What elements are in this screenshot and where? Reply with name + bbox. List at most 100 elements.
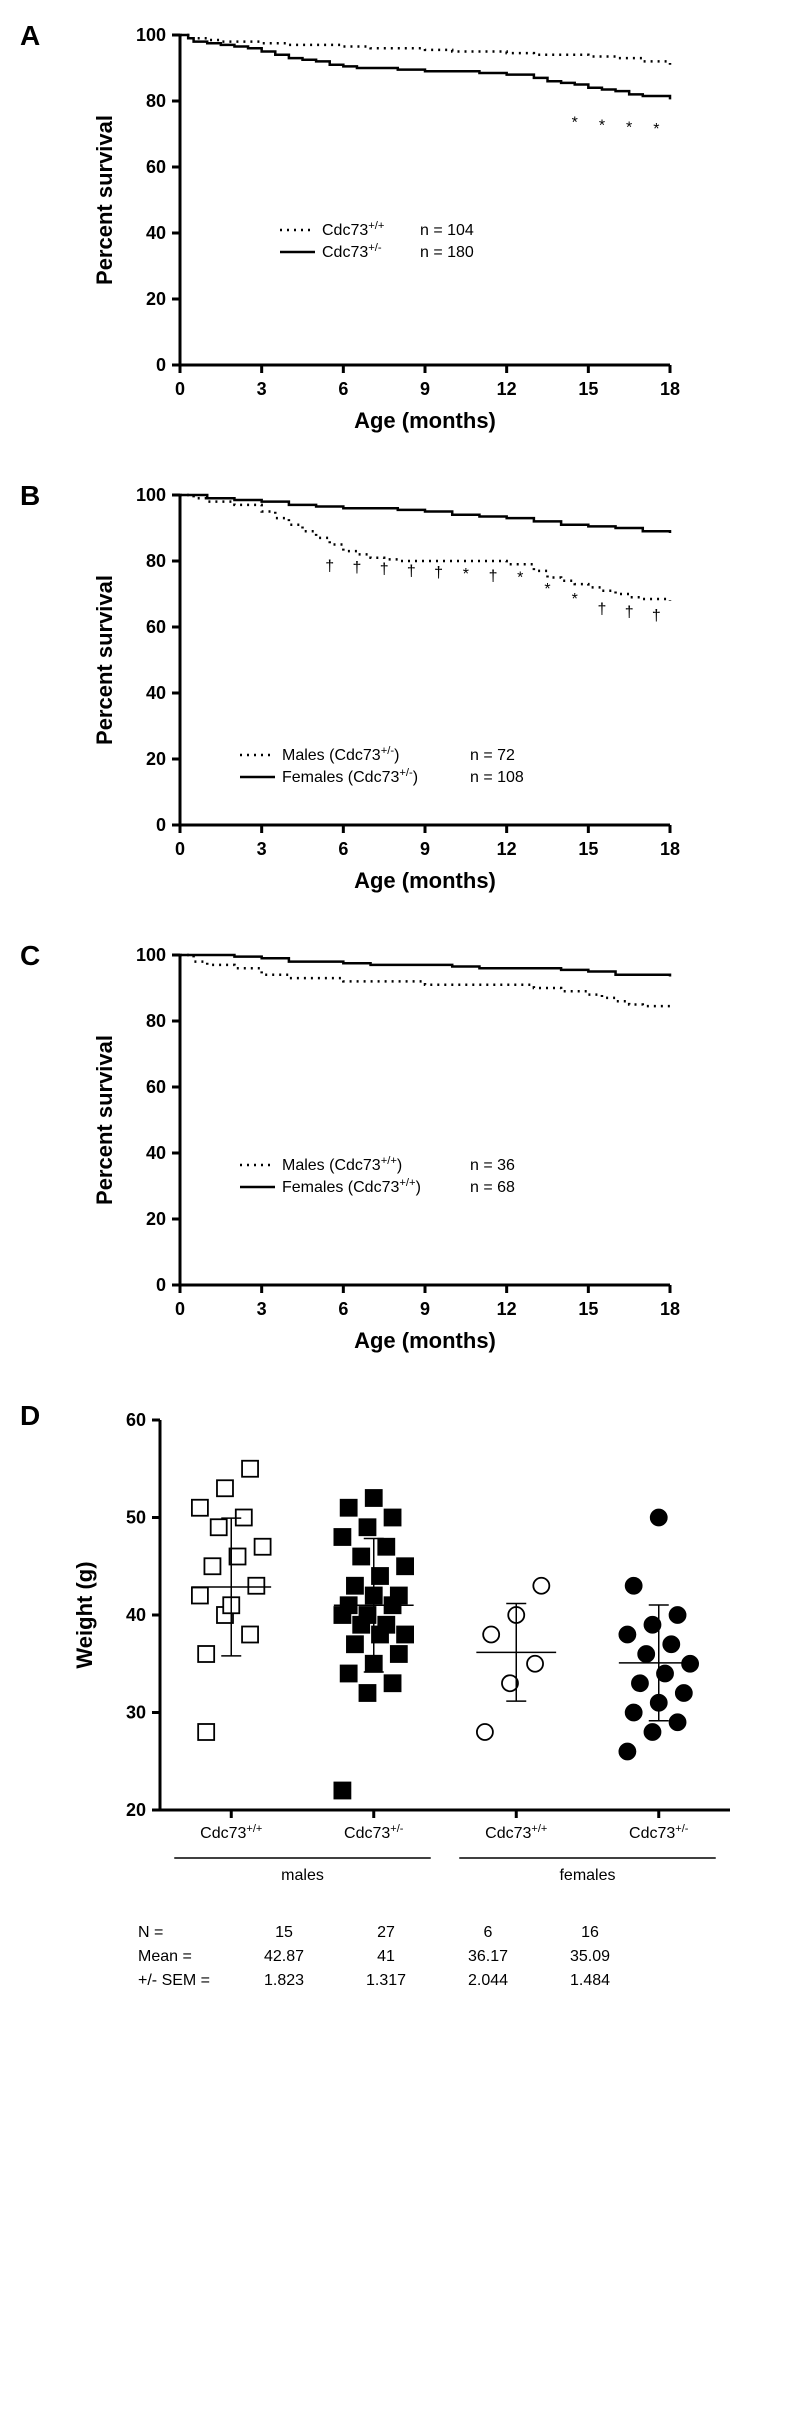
svg-text:12: 12 — [497, 379, 517, 399]
svg-text:6: 6 — [338, 839, 348, 859]
panel-a-chart: 0 3 6 9 12 15 18 0 20 40 60 80 100 Age (months) Percen… — [90, 20, 690, 440]
stats-value: 15 — [234, 1922, 334, 1944]
svg-text:*: * — [572, 591, 578, 608]
svg-text:Age (months): Age (months) — [354, 408, 496, 433]
stats-value: 35.09 — [540, 1946, 640, 1968]
svg-text:40: 40 — [126, 1605, 146, 1625]
svg-text:12: 12 — [497, 1299, 517, 1319]
stats-value: 2.044 — [438, 1970, 538, 1992]
svg-text:0: 0 — [156, 355, 166, 375]
svg-text:*: * — [463, 566, 469, 583]
svg-text:20: 20 — [146, 749, 166, 769]
svg-text:†: † — [597, 601, 606, 618]
svg-text:Percent survival: Percent survival — [92, 575, 117, 745]
svg-text:3: 3 — [257, 379, 267, 399]
svg-text:20: 20 — [146, 289, 166, 309]
svg-text:60: 60 — [146, 157, 166, 177]
svg-text:†: † — [352, 560, 361, 577]
svg-text:30: 30 — [126, 1703, 146, 1723]
svg-text:18: 18 — [660, 1299, 680, 1319]
svg-text:40: 40 — [146, 683, 166, 703]
stats-label: Mean = — [132, 1946, 232, 1968]
svg-text:Cdc73+/-: Cdc73+/- — [344, 1823, 404, 1842]
svg-text:Weight (g): Weight (g) — [72, 1561, 97, 1668]
svg-text:*: * — [544, 581, 550, 598]
svg-text:12: 12 — [497, 839, 517, 859]
stats-row: Mean =42.874136.1735.09 — [132, 1946, 640, 1968]
panel-b-label: B — [20, 480, 40, 512]
svg-text:Females (Cdc73+/+): Females (Cdc73+/+) — [282, 1177, 421, 1196]
panel-d-stats: N =1527616Mean =42.874136.1735.09+/- SEM… — [70, 1920, 750, 1994]
svg-text:100: 100 — [136, 945, 166, 965]
stats-table: N =1527616Mean =42.874136.1735.09+/- SEM… — [130, 1920, 642, 1994]
survival-chart-a: 0 3 6 9 12 15 18 0 20 40 60 80 100 Age (months) Percen… — [90, 20, 690, 440]
stats-value: 41 — [336, 1946, 436, 1968]
svg-text:†: † — [625, 604, 634, 621]
stats-label: +/- SEM = — [132, 1970, 232, 1992]
svg-text:n = 104: n = 104 — [420, 222, 474, 239]
svg-text:100: 100 — [136, 485, 166, 505]
svg-text:Males (Cdc73+/+): Males (Cdc73+/+) — [282, 1155, 402, 1174]
svg-text:0: 0 — [156, 1275, 166, 1295]
svg-text:80: 80 — [146, 1011, 166, 1031]
stats-row: +/- SEM =1.8231.3172.0441.484 — [132, 1970, 640, 1992]
svg-text:18: 18 — [660, 839, 680, 859]
svg-text:Males (Cdc73+/-): Males (Cdc73+/-) — [282, 745, 399, 764]
svg-text:†: † — [434, 565, 443, 582]
svg-text:*: * — [572, 114, 578, 131]
svg-text:20: 20 — [146, 1209, 166, 1229]
svg-text:*: * — [653, 121, 659, 138]
svg-text:Females (Cdc73+/-): Females (Cdc73+/-) — [282, 767, 418, 786]
stats-value: 16 — [540, 1922, 640, 1944]
svg-text:9: 9 — [420, 1299, 430, 1319]
panel-a: A 0 3 6 9 12 15 18 0 20 40 60 80 100 Age (months) Perc… — [20, 20, 780, 440]
svg-text:60: 60 — [146, 617, 166, 637]
panel-c-chart: 0369121518020406080100Age (months)Percen… — [90, 940, 690, 1360]
panel-b: B 0369121518020406080100Age (months)Perc… — [20, 480, 780, 900]
svg-text:15: 15 — [578, 379, 598, 399]
svg-text:20: 20 — [126, 1800, 146, 1820]
svg-text:9: 9 — [420, 839, 430, 859]
svg-text:n = 36: n = 36 — [470, 1157, 515, 1174]
svg-text:3: 3 — [257, 839, 267, 859]
svg-text:†: † — [407, 563, 416, 580]
svg-text:Cdc73+/+: Cdc73+/+ — [200, 1823, 262, 1842]
panel-a-label: A — [20, 20, 40, 52]
panel-d: D 2030405060Weight (g)Cdc73+/+Cdc73+/-Cd… — [20, 1400, 780, 1994]
svg-text:40: 40 — [146, 1143, 166, 1163]
svg-text:18: 18 — [660, 379, 680, 399]
stats-value: 42.87 — [234, 1946, 334, 1968]
survival-chart-b: 0369121518020406080100Age (months)Percen… — [90, 480, 690, 900]
svg-text:males: males — [281, 1867, 324, 1884]
panel-c: C 0369121518020406080100Age (months)Perc… — [20, 940, 780, 1360]
svg-text:40: 40 — [146, 223, 166, 243]
svg-text:*: * — [517, 569, 523, 586]
svg-text:Cdc73+/-: Cdc73+/- — [322, 242, 382, 261]
survival-chart-c: 0369121518020406080100Age (months)Percen… — [90, 940, 690, 1360]
svg-text:Cdc73+/-: Cdc73+/- — [629, 1823, 689, 1842]
svg-text:9: 9 — [420, 379, 430, 399]
svg-text:100: 100 — [136, 25, 166, 45]
svg-text:0: 0 — [156, 815, 166, 835]
stats-value: 1.484 — [540, 1970, 640, 1992]
panel-c-label: C — [20, 940, 40, 972]
stats-value: 27 — [336, 1922, 436, 1944]
svg-text:n = 180: n = 180 — [420, 244, 474, 261]
svg-text:Percent survival: Percent survival — [92, 1035, 117, 1205]
stats-value: 1.317 — [336, 1970, 436, 1992]
svg-text:*: * — [626, 119, 632, 136]
svg-text:females: females — [559, 1867, 615, 1884]
svg-text:Percent survival: Percent survival — [92, 115, 117, 285]
svg-text:†: † — [325, 558, 334, 575]
svg-text:0: 0 — [175, 379, 185, 399]
svg-text:†: † — [489, 568, 498, 585]
svg-text:6: 6 — [338, 379, 348, 399]
svg-text:Age (months): Age (months) — [354, 868, 496, 893]
svg-text:*: * — [599, 118, 605, 135]
panel-d-label: D — [20, 1400, 40, 1432]
svg-text:n = 68: n = 68 — [470, 1179, 515, 1196]
svg-text:80: 80 — [146, 551, 166, 571]
svg-text:80: 80 — [146, 91, 166, 111]
svg-text:6: 6 — [338, 1299, 348, 1319]
svg-text:0: 0 — [175, 839, 185, 859]
